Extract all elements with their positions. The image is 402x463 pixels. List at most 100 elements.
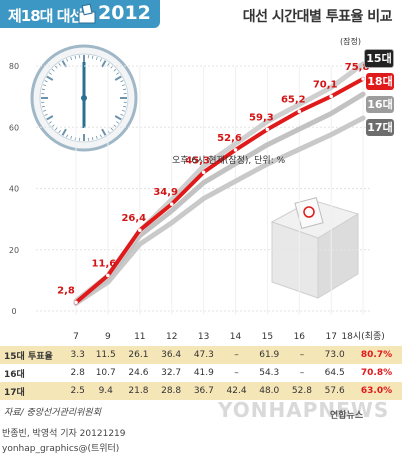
- table-cell: 3.3: [70, 350, 85, 360]
- point-18: [138, 228, 142, 232]
- clock-tick: [54, 127, 58, 131]
- table-cell: 26.1: [128, 350, 149, 360]
- x-tick-label: 13: [198, 332, 209, 342]
- clock-tick: [95, 135, 98, 140]
- chart-title: 대선 시간대별 투표율 비교: [242, 9, 393, 25]
- table-cell: 42.4: [226, 386, 247, 396]
- x-tick-label: 15: [262, 332, 273, 342]
- table-row: 17대 2.5 9.4 21.8 28.8 36.7 42.4 48.0 52.8 57.6 63.…: [0, 382, 402, 400]
- row-label: 16대: [4, 369, 25, 380]
- clock-tick: [99, 134, 102, 138]
- data-label-18: 75,8: [345, 62, 370, 73]
- clock-tick: [70, 56, 73, 61]
- data-label-18: 65,2: [281, 94, 306, 105]
- legend-16: 16대: [366, 96, 394, 113]
- clock-tick: [123, 105, 127, 108]
- clock-tick: [95, 56, 98, 61]
- clock-tick: [51, 124, 55, 128]
- table-cell: 2.8: [70, 368, 85, 378]
- yonhap-logo: 연합뉴스: [330, 411, 364, 421]
- data-label-18: 59,3: [249, 112, 274, 123]
- clock-tick: [42, 109, 47, 112]
- series-line-18대: [74, 76, 366, 305]
- clock-tick: [61, 128, 67, 136]
- data-label-18: 2,8: [57, 285, 75, 296]
- x-tick-label: 17: [325, 332, 336, 342]
- turnout-table: 15대 투표율 3.3 11.5 26.1 36.4 47.3 – 61.9 – 73.0 80.7…: [0, 346, 402, 400]
- clock-tick: [114, 75, 122, 81]
- y-tick-label: 20: [9, 246, 19, 255]
- x-tick-label: 9: [105, 332, 111, 342]
- table-cell: –: [299, 368, 305, 378]
- clock-tick: [48, 121, 52, 124]
- row-label: 17대: [4, 387, 25, 398]
- clock-tick: [91, 137, 94, 141]
- point-18: [297, 109, 302, 114]
- table-cell: 63.0%: [360, 386, 393, 396]
- table-cell: –: [234, 368, 239, 378]
- clock-tick: [91, 55, 94, 59]
- clock-tick: [46, 75, 54, 81]
- clock-tick: [48, 72, 52, 75]
- clock-tick: [54, 65, 58, 69]
- clock-tick: [116, 121, 120, 124]
- clock-tick: [101, 128, 107, 136]
- table-cell: 24.6: [128, 368, 149, 378]
- clock-tick: [113, 124, 117, 128]
- table-cell: 41.9: [193, 368, 214, 378]
- data-label-18: 11,6: [92, 258, 117, 269]
- table-cell: 32.7: [161, 368, 182, 378]
- point-18: [106, 273, 110, 278]
- table-cell: 11.5: [95, 350, 116, 360]
- ballot-box-illustration: [270, 196, 360, 299]
- clock-tick: [74, 55, 77, 59]
- clock-tick: [123, 88, 127, 91]
- table-cell: 9.4: [98, 386, 113, 396]
- data-label-18: 34,9: [153, 187, 178, 198]
- ballot-box-icon: [78, 3, 96, 24]
- clock-tick: [58, 130, 61, 134]
- clock-tick: [66, 58, 69, 62]
- clock-tick: [42, 84, 47, 87]
- line-chart: 0 20 40 60 80 2,8 11,6 26,4 34,9 45,3 52,6 59,3 65,…: [9, 44, 385, 342]
- table-cell: 36.4: [161, 350, 182, 360]
- clock-tick: [44, 113, 48, 116]
- clock-tick: [58, 62, 61, 66]
- data-label-18: 70,1: [313, 79, 338, 90]
- prelim-note: (잠정): [340, 37, 361, 46]
- clock-tick: [41, 88, 45, 91]
- clock-tick: [51, 68, 55, 72]
- source-note: 자료/ 중앙선거관리위원회: [4, 408, 101, 418]
- table-cell: 52.8: [291, 386, 312, 396]
- point-18: [233, 148, 238, 152]
- table-row: 15대 투표율 3.3 11.5 26.1 36.4 47.3 – 61.9 – 73.0 80.7…: [0, 346, 402, 364]
- x-tick-label: 18시(최종): [341, 331, 384, 342]
- table-cell: 80.7%: [360, 350, 393, 360]
- table-cell: 36.7: [193, 386, 214, 396]
- clock-tick: [101, 60, 107, 68]
- legend-18: 18대: [366, 73, 394, 90]
- y-tick-label: 0: [11, 307, 16, 316]
- table-cell: 61.9: [259, 350, 280, 360]
- x-tick-label: 14: [230, 332, 242, 342]
- point-18: [361, 77, 365, 81]
- y-tick-label: 40: [9, 185, 19, 194]
- clock-tick: [70, 135, 73, 140]
- election-title: 제18대 대선: [8, 7, 83, 25]
- table-row: 16대 2.8 10.7 24.6 32.7 41.9 – 54.3 – 64.5 70.8%: [0, 364, 402, 382]
- clock-tick: [121, 84, 126, 87]
- x-tick-label: 11: [134, 332, 145, 342]
- chart-subtitle: 오후 6시 현재(잠정), 단위: %: [172, 156, 286, 166]
- table-cell: –: [299, 350, 305, 360]
- header-badge: 제18대 대선 2012: [0, 0, 160, 28]
- clock-tick: [120, 80, 124, 83]
- y-tick-label: 60: [9, 123, 19, 132]
- clock-tick: [107, 62, 110, 66]
- clock-tick: [114, 115, 122, 121]
- table-cell: 2.5: [70, 386, 85, 396]
- clock-tick: [66, 134, 69, 138]
- table-cell: 10.7: [95, 368, 116, 378]
- table-cell: 21.8: [128, 386, 149, 396]
- table-cell: 48.0: [259, 386, 280, 396]
